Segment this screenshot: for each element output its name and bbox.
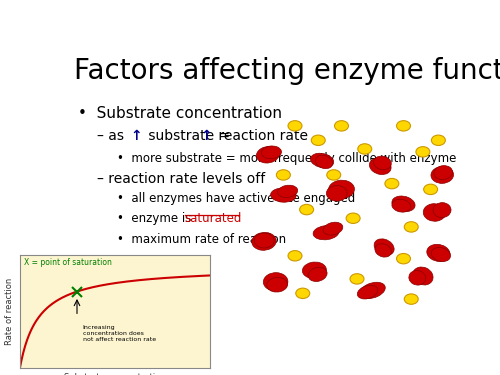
Ellipse shape (412, 267, 433, 285)
Ellipse shape (262, 146, 281, 159)
Ellipse shape (323, 222, 343, 235)
Ellipse shape (392, 199, 410, 212)
Text: – reaction rate levels off: – reaction rate levels off (98, 172, 266, 186)
Ellipse shape (266, 278, 287, 292)
Circle shape (300, 204, 314, 215)
Text: X = point of saturation: X = point of saturation (24, 258, 112, 267)
Ellipse shape (431, 248, 450, 262)
X-axis label: Substrate concentration: Substrate concentration (64, 373, 166, 375)
Text: substrate =: substrate = (144, 129, 234, 143)
Text: •  enzyme is: • enzyme is (117, 213, 195, 225)
Ellipse shape (433, 202, 451, 217)
Ellipse shape (370, 158, 391, 174)
Ellipse shape (358, 285, 378, 299)
Ellipse shape (392, 196, 415, 211)
Circle shape (350, 274, 364, 284)
Circle shape (385, 178, 399, 189)
Ellipse shape (360, 282, 386, 298)
Ellipse shape (326, 186, 347, 201)
Circle shape (288, 251, 302, 261)
Ellipse shape (264, 273, 288, 291)
Circle shape (424, 184, 438, 195)
Text: •  Substrate concentration: • Substrate concentration (78, 106, 282, 121)
Ellipse shape (254, 233, 274, 248)
Ellipse shape (252, 232, 276, 250)
Circle shape (276, 170, 290, 180)
Text: saturated: saturated (184, 213, 242, 225)
Circle shape (334, 121, 348, 131)
Ellipse shape (270, 188, 296, 202)
Circle shape (404, 294, 418, 304)
Circle shape (396, 254, 410, 264)
Text: reaction rate: reaction rate (214, 129, 308, 143)
Text: Factors affecting enzyme function: Factors affecting enzyme function (74, 57, 500, 84)
Text: Increasing
concentration does
not affect reaction rate: Increasing concentration does not affect… (82, 326, 156, 342)
Ellipse shape (427, 244, 450, 261)
Ellipse shape (434, 166, 452, 180)
Text: •  maximum rate of reaction: • maximum rate of reaction (117, 232, 286, 246)
Circle shape (346, 213, 360, 223)
Y-axis label: Rate of reaction: Rate of reaction (6, 278, 15, 345)
Circle shape (432, 135, 446, 146)
Ellipse shape (308, 267, 327, 282)
Circle shape (327, 170, 340, 180)
Circle shape (358, 144, 372, 154)
Ellipse shape (302, 262, 326, 278)
Text: ↑: ↑ (200, 129, 211, 143)
Circle shape (288, 121, 302, 131)
Circle shape (416, 147, 430, 157)
Text: – as: – as (98, 129, 129, 143)
Circle shape (312, 135, 325, 146)
Ellipse shape (328, 180, 354, 199)
Ellipse shape (313, 226, 339, 240)
Circle shape (296, 288, 310, 298)
Text: •  more substrate = more frequently collide with enzyme: • more substrate = more frequently colli… (117, 152, 456, 165)
Circle shape (404, 222, 418, 232)
Ellipse shape (424, 204, 446, 221)
Circle shape (396, 121, 410, 131)
Ellipse shape (310, 153, 334, 168)
Ellipse shape (375, 244, 392, 257)
Ellipse shape (278, 185, 297, 198)
Ellipse shape (409, 270, 426, 285)
Text: •  all enzymes have active site engaged: • all enzymes have active site engaged (117, 192, 355, 205)
Text: ↑: ↑ (130, 129, 142, 143)
Ellipse shape (431, 166, 454, 183)
Ellipse shape (374, 156, 392, 170)
Ellipse shape (374, 239, 394, 255)
Ellipse shape (316, 155, 332, 169)
Ellipse shape (256, 146, 280, 163)
